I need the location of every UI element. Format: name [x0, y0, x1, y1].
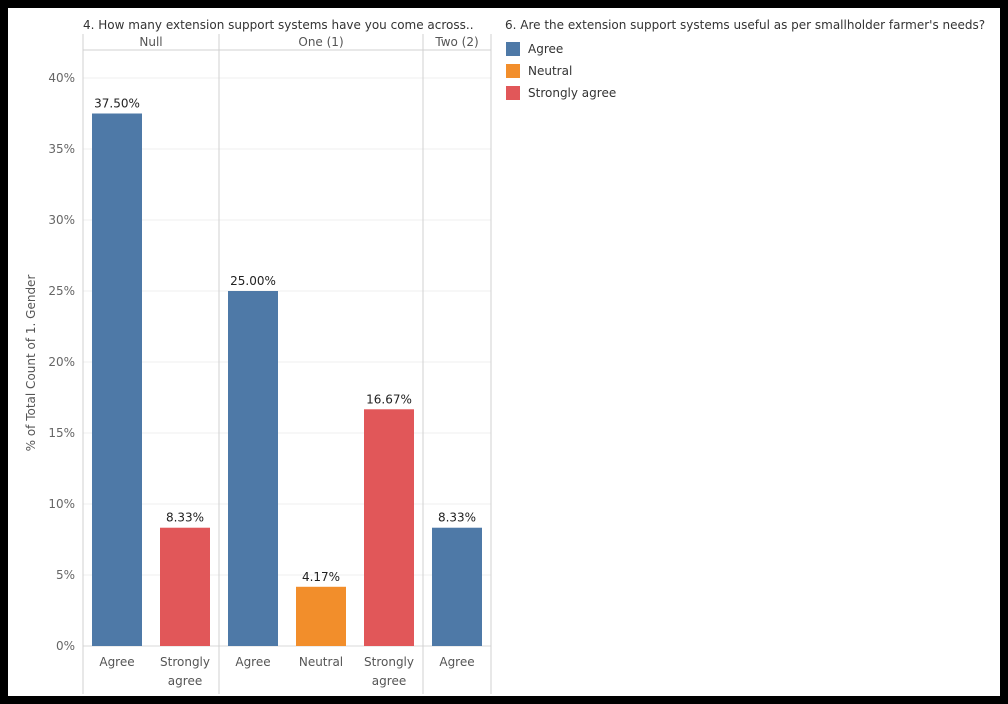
column-title: 4. How many extension support systems ha… — [83, 18, 474, 32]
legend-item[interactable]: Agree — [528, 42, 563, 56]
x-category-label: Neutral — [299, 655, 343, 669]
bar[interactable] — [432, 527, 482, 646]
x-category-label: Strongly — [160, 655, 210, 669]
bar-chart: 4. How many extension support systems ha… — [24, 18, 985, 694]
bar-value-label: 4.17% — [302, 570, 340, 584]
x-category-label: agree — [372, 674, 406, 688]
legend-title: 6. Are the extension support systems use… — [505, 18, 985, 32]
y-axis-label: % of Total Count of 1. Gender — [24, 275, 38, 452]
bar[interactable] — [92, 113, 142, 647]
y-tick-label: 20% — [48, 355, 75, 369]
bar-value-label: 25.00% — [230, 274, 276, 288]
y-tick-label: 35% — [48, 142, 75, 156]
group-header: Two (2) — [434, 35, 478, 49]
bar[interactable] — [364, 409, 414, 646]
y-tick-label: 30% — [48, 213, 75, 227]
y-tick-label: 25% — [48, 284, 75, 298]
bar-value-label: 37.50% — [94, 97, 140, 111]
bar[interactable] — [228, 291, 278, 646]
legend-item[interactable]: Strongly agree — [528, 86, 616, 100]
bar[interactable] — [296, 586, 346, 646]
group-header: Null — [139, 35, 162, 49]
group-header: One (1) — [298, 35, 343, 49]
chart-frame: 4. How many extension support systems ha… — [8, 8, 1000, 696]
legend-swatch — [506, 64, 520, 78]
bar[interactable] — [160, 527, 210, 646]
y-tick-label: 5% — [56, 568, 75, 582]
y-tick-label: 40% — [48, 71, 75, 85]
x-category-label: Agree — [235, 655, 270, 669]
x-category-label: Strongly — [364, 655, 414, 669]
bar-value-label: 8.33% — [438, 511, 476, 525]
x-category-label: Agree — [99, 655, 134, 669]
x-category-label: agree — [168, 674, 202, 688]
y-tick-label: 10% — [48, 497, 75, 511]
legend-item[interactable]: Neutral — [528, 64, 572, 78]
legend-swatch — [506, 86, 520, 100]
legend-swatch — [506, 42, 520, 56]
x-category-label: Agree — [439, 655, 474, 669]
bar-value-label: 8.33% — [166, 511, 204, 525]
y-tick-label: 0% — [56, 639, 75, 653]
y-tick-label: 15% — [48, 426, 75, 440]
bar-value-label: 16.67% — [366, 392, 412, 406]
